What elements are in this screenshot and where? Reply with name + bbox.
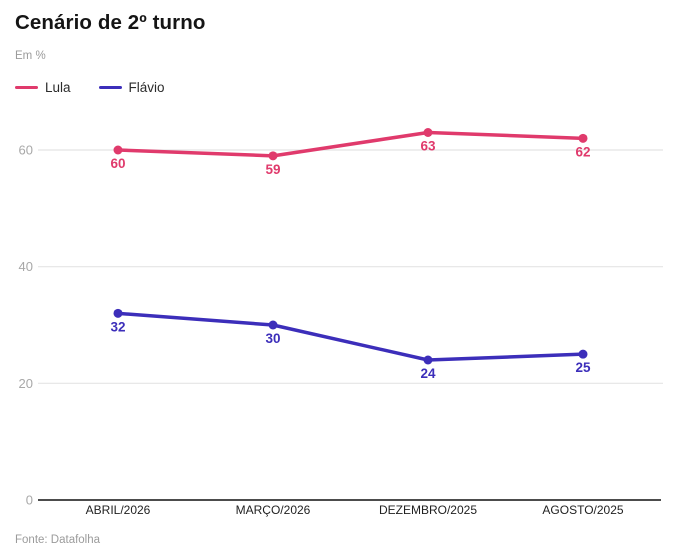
svg-text:0: 0 (26, 493, 33, 508)
svg-text:59: 59 (265, 162, 280, 177)
source-credit: Fonte: Datafolha (15, 534, 101, 546)
svg-text:AGOSTO/2025: AGOSTO/2025 (542, 503, 623, 517)
svg-text:DEZEMBRO/2025: DEZEMBRO/2025 (379, 503, 477, 517)
svg-text:63: 63 (420, 139, 436, 154)
chart-unit-label: Em % (15, 50, 46, 62)
svg-text:MARÇO/2026: MARÇO/2026 (236, 503, 311, 517)
svg-text:40: 40 (19, 259, 33, 274)
svg-text:20: 20 (19, 376, 33, 391)
lula-line-swatch-icon (15, 85, 38, 90)
svg-text:ABRIL/2026: ABRIL/2026 (86, 503, 151, 517)
legend-item-flavio: Flávio (98, 80, 165, 95)
chart-legend: Lula Flávio (15, 80, 165, 95)
flavio-line-swatch-icon (98, 85, 122, 90)
svg-text:25: 25 (575, 360, 591, 375)
legend-label-lula: Lula (45, 80, 71, 95)
page-title: Cenário de 2º turno (15, 11, 206, 34)
svg-text:60: 60 (19, 143, 33, 158)
legend-item-lula: Lula (15, 80, 71, 95)
svg-text:24: 24 (420, 366, 436, 381)
svg-text:32: 32 (110, 319, 125, 334)
svg-text:62: 62 (575, 144, 590, 159)
svg-text:60: 60 (110, 156, 125, 171)
legend-label-flavio: Flávio (128, 80, 165, 95)
svg-text:30: 30 (265, 331, 280, 346)
